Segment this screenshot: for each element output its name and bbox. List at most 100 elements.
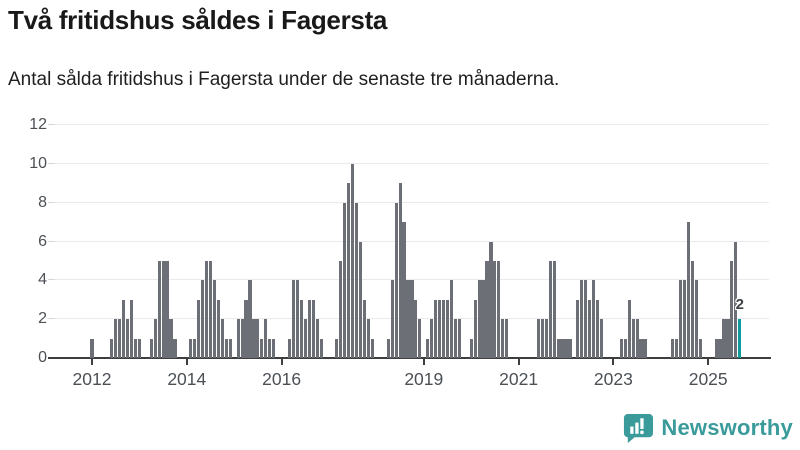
bar [631,319,635,358]
bar [536,319,540,358]
y-axis-tick-10 [48,162,55,164]
y-axis-tick-4 [48,279,55,281]
bar [635,319,639,358]
y-axis-label-12: 12 [29,116,47,133]
bar [560,338,564,358]
bar [453,319,457,358]
bar-highlight-latest [738,319,742,358]
x-axis-label-2023: 2023 [593,369,633,389]
bar [690,260,694,358]
bar [394,202,398,358]
y-axis-tick-8 [48,201,55,203]
bar [694,280,698,358]
y-axis-label-0: 0 [38,349,47,366]
bar [505,319,509,358]
bar [256,319,260,358]
bar [110,338,114,358]
bar [90,338,94,358]
x-axis-line [52,357,771,359]
bar [584,280,588,358]
bar [236,319,240,358]
bar [698,338,702,358]
bar [343,202,347,358]
bar [540,319,544,358]
bar [410,280,414,358]
bar [457,319,461,358]
bar [730,260,734,358]
bar [599,319,604,358]
bar [481,280,485,358]
bar [441,299,446,358]
bar [189,338,193,358]
chart-plot-area: 0 2 4 6 8 10 12 2 2012 2014 2016 2019 2021 2023 2025 [29,116,771,389]
bar [434,299,438,358]
gridline-y12 [55,124,769,125]
bar [438,299,442,358]
bar [390,280,394,358]
bar [153,319,157,358]
bar [204,260,209,358]
y-axis-label-8: 8 [38,193,47,211]
bar [576,299,580,358]
bar [272,338,276,358]
x-axis-tick-2016 [280,359,283,365]
bar [564,338,568,358]
x-axis-label-2019: 2019 [404,369,444,389]
bar [244,299,248,358]
bar [319,338,323,358]
bar [406,280,410,358]
x-axis-label-2014: 2014 [167,369,207,389]
bar [552,260,556,358]
bar [307,299,311,358]
bar [303,319,307,358]
bar [501,319,505,358]
bar [556,338,560,358]
y-axis-label-6: 6 [38,232,47,250]
bar [252,319,256,358]
bar [568,338,572,358]
bar [347,183,351,358]
bar [580,280,584,358]
bar [588,299,592,358]
bar [398,183,402,358]
bar [722,319,726,358]
y-axis-tick-0 [48,357,55,359]
x-axis-tick-2019 [422,359,425,365]
x-axis-label-2021: 2021 [499,369,539,389]
y-axis-label-2: 2 [38,310,47,328]
bar [414,299,418,358]
bar [671,338,675,358]
bar [623,338,627,358]
bar [248,280,252,358]
bar [366,319,371,358]
bar [118,319,122,358]
bar [173,338,177,358]
bar [619,338,623,358]
latest-value-label: 2 [735,296,744,314]
bar [228,338,232,358]
bar [355,202,359,358]
bar [197,299,201,358]
bar [161,260,165,358]
bar [224,338,228,358]
bar [201,280,205,358]
bar [473,299,477,358]
bar [418,319,422,358]
bar [493,260,497,358]
bar [402,222,406,358]
bar [291,280,296,358]
chart-subtitle: Antal sålda fritidshus i Fagersta under … [8,69,560,90]
x-axis-tick-2012 [91,359,93,365]
bar [165,260,169,358]
bar [240,319,244,358]
bar [734,241,738,358]
gridline-y4 [55,279,769,281]
gridline-y10 [55,162,769,164]
bar [193,338,197,358]
bar [137,338,141,358]
bar [726,319,730,358]
bar [548,260,552,358]
bar [426,338,430,358]
bar [114,319,118,358]
